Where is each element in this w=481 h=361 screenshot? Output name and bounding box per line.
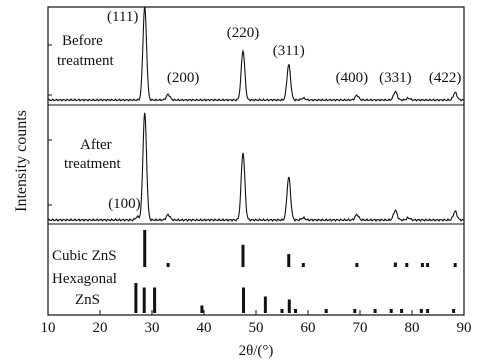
peak-label: (111): [107, 9, 138, 25]
reference-stick: [280, 309, 284, 313]
y-axis-minor-ticks: [48, 44, 52, 206]
reference-stick: [426, 263, 430, 267]
reference-label-hexagonal: Hexagonal: [52, 271, 117, 287]
reference-stick: [405, 263, 409, 267]
peak-label: (100): [108, 196, 141, 212]
x-tick-label: 10: [41, 320, 56, 336]
y-axis-label: Intensity counts: [13, 110, 30, 212]
reference-label-cubic: Cubic ZnS: [52, 248, 117, 264]
reference-stick: [287, 254, 291, 267]
panel-label-after: After: [80, 137, 112, 153]
reference-stick: [301, 263, 305, 267]
panel-label-after: treatment: [64, 156, 121, 172]
reference-stick: [200, 305, 204, 313]
x-axis-label: 2θ/(°): [239, 343, 274, 359]
reference-stick: [393, 262, 397, 267]
x-tick-label: 50: [249, 320, 264, 336]
reference-stick: [287, 299, 291, 313]
peak-label: (331): [379, 70, 412, 86]
reference-stick: [353, 309, 357, 313]
reference-stick: [294, 309, 298, 313]
peak-label: (220): [227, 25, 260, 41]
reference-stick: [142, 287, 146, 313]
reference-stick: [324, 309, 328, 313]
reference-stick: [242, 287, 246, 313]
peak-label: (311): [273, 43, 305, 59]
pattern-line-before: [47, 6, 465, 102]
peak-label: (400): [336, 70, 369, 86]
reference-stick: [143, 230, 147, 267]
panel-label-before: treatment: [57, 53, 114, 69]
x-tick-label: 20: [93, 320, 108, 336]
reference-stick: [389, 309, 393, 313]
peak-label: (200): [167, 70, 200, 86]
x-tick-label: 80: [405, 320, 420, 336]
panel-after-treatment: After treatment (100): [47, 112, 465, 222]
x-tick-label: 40: [197, 320, 212, 336]
panel-label-before: Before: [62, 33, 103, 49]
reference-stick: [134, 283, 138, 313]
reference-stick: [420, 263, 424, 267]
x-axis-tick-labels: 10 20 30 40 50 60 70 80 90: [41, 320, 472, 336]
reference-stick: [355, 263, 359, 267]
pattern-line-after: [47, 112, 465, 222]
reference-stick: [400, 309, 404, 313]
reference-stick: [452, 309, 456, 313]
peak-label: (422): [429, 70, 462, 86]
reference-stick: [263, 296, 267, 313]
reference-stick: [419, 309, 423, 313]
x-tick-label: 30: [145, 320, 160, 336]
reference-stick: [241, 244, 245, 267]
x-tick-label: 60: [301, 320, 316, 336]
reference-stick: [426, 309, 430, 313]
x-axis-ticks: [47, 310, 465, 315]
reference-hexagonal-zns: Hexagonal ZnS: [52, 271, 456, 313]
reference-stick: [166, 263, 170, 267]
reference-cubic-zns: Cubic ZnS: [52, 230, 457, 267]
x-tick-label: 70: [353, 320, 368, 336]
x-tick-label: 90: [457, 320, 472, 336]
reference-stick: [373, 309, 377, 313]
panel-before-treatment: Before treatment (111) (200) (220) (311) (400)…: [47, 6, 465, 102]
reference-stick: [153, 287, 157, 313]
reference-stick: [453, 263, 457, 267]
reference-label-hexagonal: ZnS: [75, 292, 100, 308]
